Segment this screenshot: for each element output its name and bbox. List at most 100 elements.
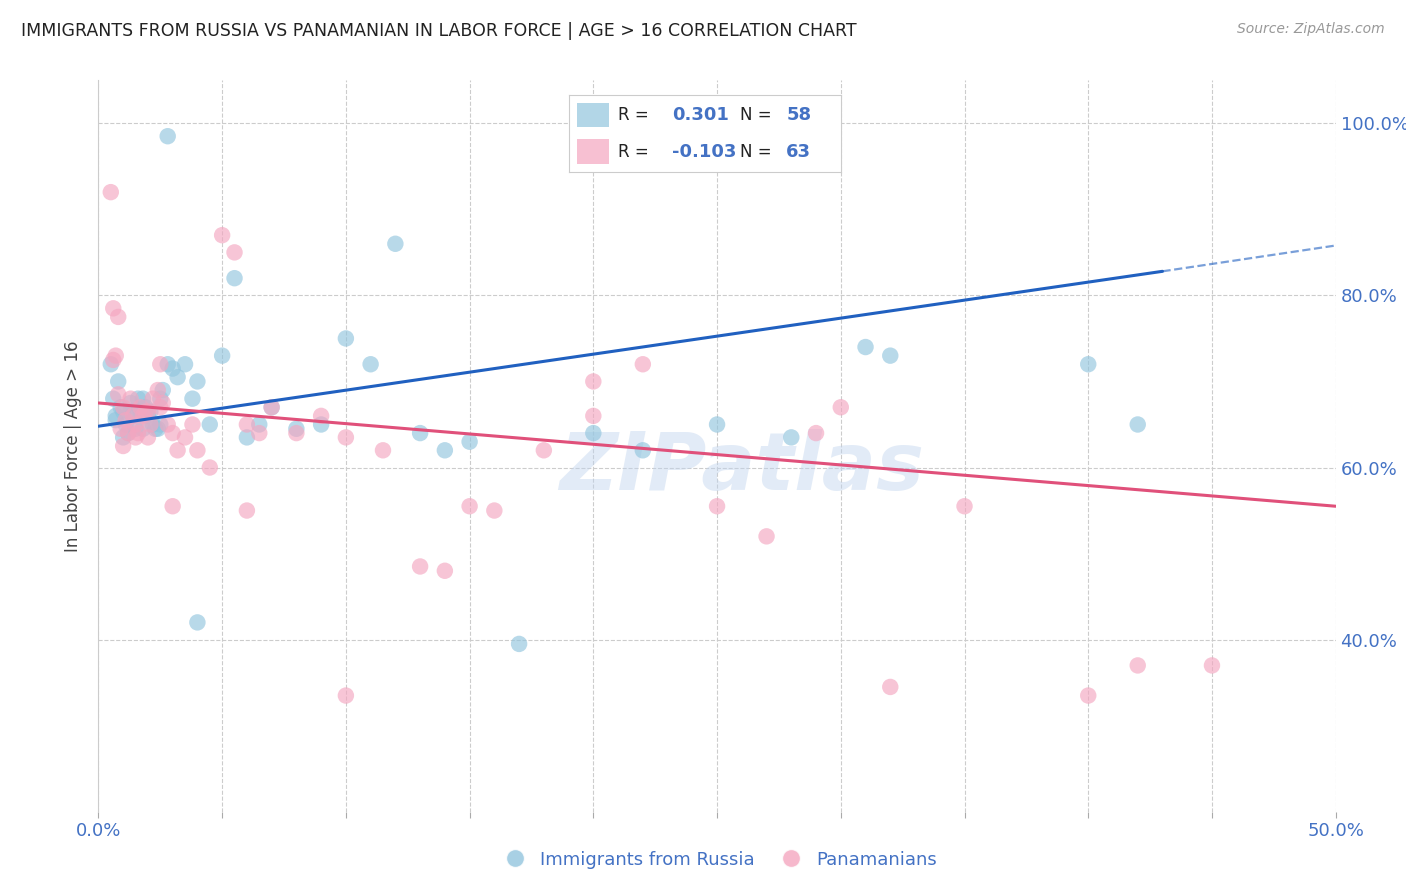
Point xyxy=(508,637,530,651)
Point xyxy=(114,417,136,432)
Point xyxy=(236,417,259,432)
Point xyxy=(285,426,308,441)
Point xyxy=(706,500,728,514)
Point xyxy=(142,392,165,406)
Point xyxy=(139,417,162,432)
Point xyxy=(1126,658,1149,673)
Point xyxy=(631,357,654,371)
Point xyxy=(186,375,208,389)
Point xyxy=(174,357,197,371)
Point xyxy=(136,430,159,444)
Point xyxy=(136,404,159,418)
Point xyxy=(236,503,259,517)
Point xyxy=(181,392,204,406)
Point xyxy=(104,349,127,363)
Point xyxy=(211,349,233,363)
Point xyxy=(1126,417,1149,432)
Point xyxy=(162,361,184,376)
Point xyxy=(484,503,506,517)
Point xyxy=(152,383,174,397)
Point xyxy=(409,426,432,441)
Point xyxy=(458,434,481,449)
Point xyxy=(433,443,456,458)
Point xyxy=(198,460,221,475)
Point xyxy=(146,422,169,436)
Point xyxy=(104,409,127,423)
Point xyxy=(107,310,129,324)
Point xyxy=(120,396,142,410)
Point xyxy=(103,353,125,368)
Point xyxy=(186,615,208,630)
Point xyxy=(433,564,456,578)
Point xyxy=(149,357,172,371)
Point xyxy=(384,236,406,251)
Point xyxy=(247,417,270,432)
Point xyxy=(755,529,778,543)
Point xyxy=(117,426,139,441)
Point xyxy=(112,404,135,418)
Point xyxy=(855,340,877,354)
Point xyxy=(830,401,852,415)
Point xyxy=(134,404,156,418)
Point xyxy=(134,401,156,415)
Point xyxy=(114,413,136,427)
Point xyxy=(162,426,184,441)
Point xyxy=(631,443,654,458)
Point xyxy=(458,500,481,514)
Point xyxy=(582,375,605,389)
Point xyxy=(224,245,246,260)
Point xyxy=(104,413,127,427)
Point xyxy=(1077,689,1099,703)
Point xyxy=(582,409,605,423)
Point xyxy=(110,422,132,436)
Point xyxy=(335,689,357,703)
Point xyxy=(124,417,146,432)
Point xyxy=(706,417,728,432)
Point xyxy=(156,357,179,371)
Point xyxy=(879,349,901,363)
Point xyxy=(371,443,394,458)
Point xyxy=(112,401,135,415)
Point xyxy=(360,357,382,371)
Point xyxy=(260,401,283,415)
Point xyxy=(198,417,221,432)
Point xyxy=(127,392,149,406)
Point xyxy=(122,409,145,423)
Text: IMMIGRANTS FROM RUSSIA VS PANAMANIAN IN LABOR FORCE | AGE > 16 CORRELATION CHART: IMMIGRANTS FROM RUSSIA VS PANAMANIAN IN … xyxy=(21,22,856,40)
Point xyxy=(117,426,139,441)
Point xyxy=(103,301,125,316)
Text: Source: ZipAtlas.com: Source: ZipAtlas.com xyxy=(1237,22,1385,37)
Point xyxy=(146,383,169,397)
Point xyxy=(285,422,308,436)
Point xyxy=(335,430,357,444)
Point xyxy=(156,129,179,144)
Point xyxy=(149,401,172,415)
Point xyxy=(953,500,976,514)
Point xyxy=(224,271,246,285)
Point xyxy=(142,417,165,432)
Point xyxy=(309,409,332,423)
Point xyxy=(100,357,122,371)
Point xyxy=(162,500,184,514)
Point xyxy=(780,430,803,444)
Point xyxy=(247,426,270,441)
Point xyxy=(309,417,332,432)
Point xyxy=(582,426,605,441)
Point xyxy=(100,185,122,199)
Point xyxy=(174,430,197,444)
Point xyxy=(152,396,174,410)
Point xyxy=(260,401,283,415)
Point xyxy=(120,404,142,418)
Point xyxy=(166,443,188,458)
Point xyxy=(139,404,162,418)
Point xyxy=(236,430,259,444)
Point xyxy=(120,392,142,406)
Legend: Immigrants from Russia, Panamanians: Immigrants from Russia, Panamanians xyxy=(489,844,945,876)
Point xyxy=(107,375,129,389)
Point xyxy=(149,417,172,432)
Point xyxy=(124,430,146,444)
Point xyxy=(149,392,172,406)
Point xyxy=(122,409,145,423)
Point xyxy=(409,559,432,574)
Point xyxy=(879,680,901,694)
